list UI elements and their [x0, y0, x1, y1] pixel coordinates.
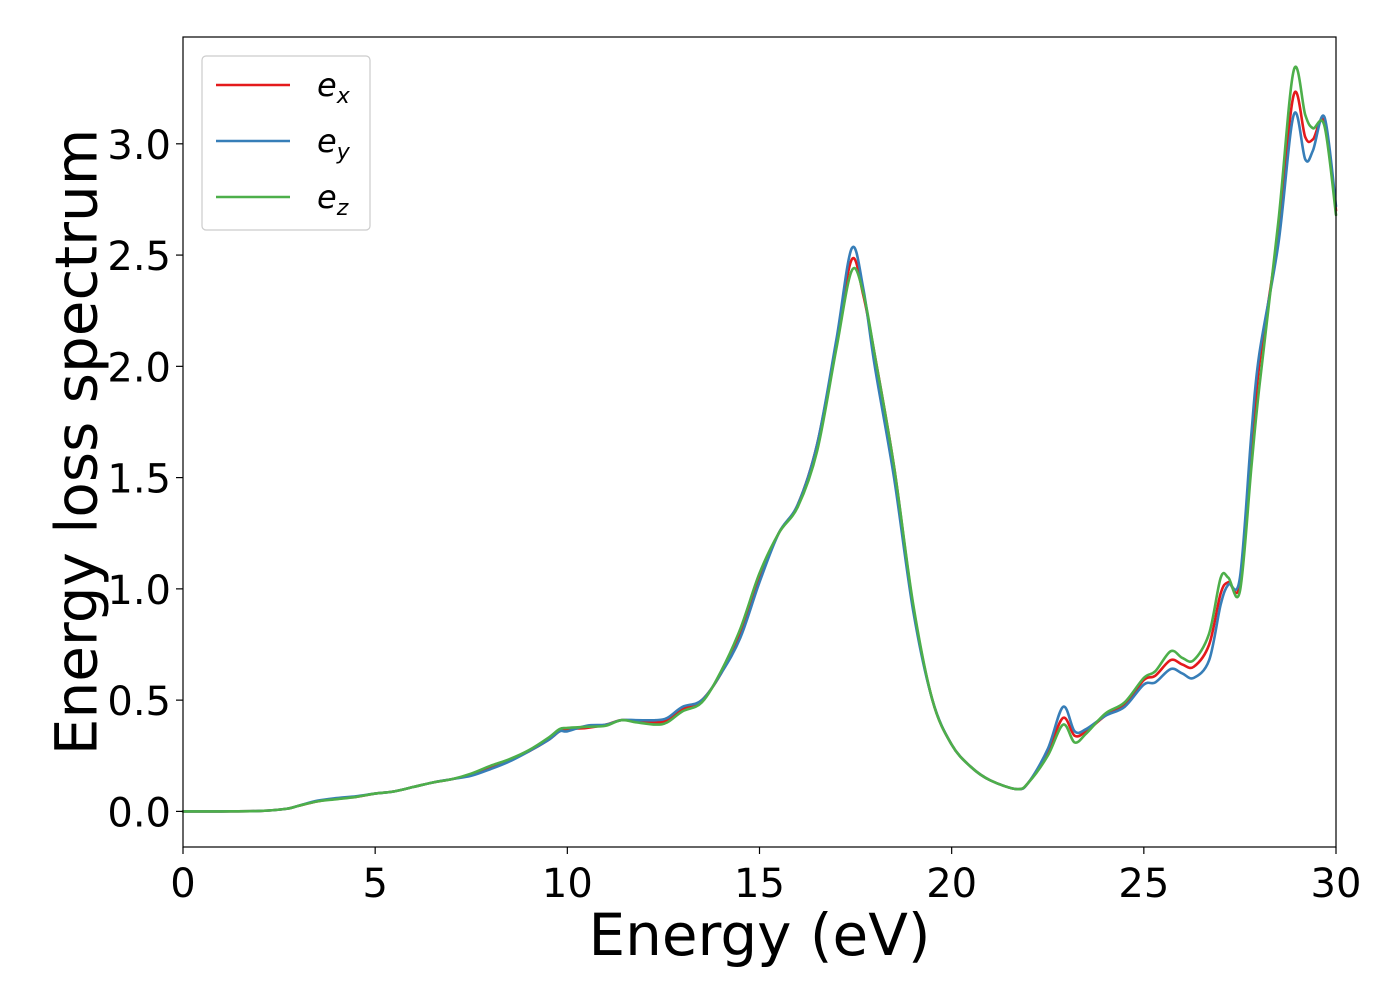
y-tick-label: 0.5 — [107, 679, 171, 725]
x-axis-ticks: 0 5 10 15 20 25 30 — [170, 847, 1361, 907]
y-axis-label: Energy loss spectrum — [42, 129, 110, 755]
legend-label-x: ex — [317, 66, 351, 109]
x-tick-label: 0 — [170, 861, 195, 907]
x-axis-label: Energy (eV) — [588, 901, 930, 969]
legend-label-y: ey — [317, 122, 351, 165]
series-layer — [181, 65, 1338, 813]
y-tick-label: 0.0 — [107, 790, 171, 836]
y-tick-label: 2.0 — [107, 345, 171, 391]
legend: ex ey ez — [201, 55, 371, 231]
y-tick-label: 1.5 — [107, 457, 171, 503]
x-tick-label: 15 — [734, 861, 785, 907]
x-tick-label: 5 — [362, 861, 387, 907]
x-tick-label: 20 — [926, 861, 977, 907]
legend-label-z: ez — [317, 178, 349, 221]
series-line-z — [181, 65, 1338, 813]
y-tick-label: 2.5 — [107, 234, 171, 280]
y-tick-label: 1.0 — [107, 568, 171, 614]
x-tick-label: 30 — [1311, 861, 1362, 907]
y-tick-label: 3.0 — [107, 123, 171, 169]
y-axis-ticks: 0.0 0.5 1.0 1.5 2.0 2.5 3.0 — [107, 123, 183, 836]
legend-box — [201, 55, 371, 231]
x-tick-label: 25 — [1118, 861, 1169, 907]
x-tick-label: 10 — [542, 861, 593, 907]
